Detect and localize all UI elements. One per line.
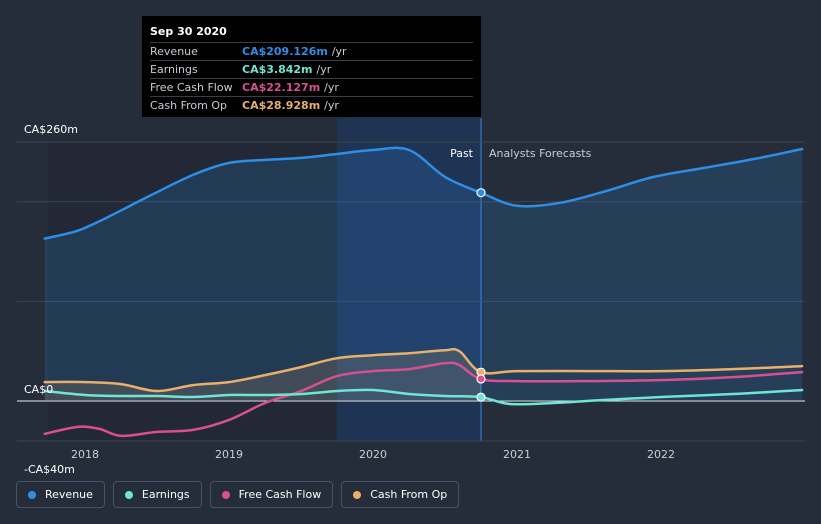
cash-from-op-line	[43, 347, 804, 393]
y-tick-label: CA$0	[24, 383, 53, 396]
x-tick-label: 2018	[71, 448, 99, 461]
legend-item-earnings[interactable]: Earnings	[112, 481, 202, 508]
free-cash-flow-line	[43, 361, 804, 438]
tooltip-unit: /yr	[324, 99, 339, 112]
past-highlight-band	[337, 118, 481, 441]
earnings-line	[43, 388, 804, 406]
past-label: Past	[450, 147, 474, 160]
legend-dot-icon	[221, 490, 230, 499]
forecast-label: Analysts Forecasts	[489, 147, 592, 160]
y-tick-label: CA$260m	[24, 123, 78, 136]
cash-from-op-area	[44, 349, 481, 401]
free-cash-flow-marker	[476, 374, 486, 384]
x-tick-label: 2021	[503, 448, 531, 461]
tooltip-value: CA$3.842m	[242, 63, 313, 76]
tooltip-label: Earnings	[150, 63, 198, 76]
legend-label: Free Cash Flow	[238, 488, 322, 501]
tooltip-row-revenue: Revenue CA$209.126m /yr	[150, 42, 473, 60]
x-tick-label: 2019	[215, 448, 243, 461]
tooltip-unit: /yr	[331, 45, 347, 58]
tooltip-row-earnings: Earnings CA$3.842m /yr	[150, 60, 473, 78]
legend-item-free-cash-flow[interactable]: Free Cash Flow	[209, 481, 334, 508]
tooltip-unit: /yr	[316, 63, 332, 76]
legend-dot-icon	[353, 490, 362, 499]
tooltip-value: CA$28.928m	[242, 99, 321, 112]
y-tick-label: -CA$40m	[24, 463, 75, 476]
revenue-marker	[476, 188, 486, 198]
past-region-band	[48, 141, 337, 441]
legend: Revenue Earnings Free Cash Flow Cash Fro…	[16, 481, 460, 508]
legend-label: Revenue	[45, 488, 93, 501]
legend-dot-icon	[124, 490, 133, 499]
x-tick-label: 2020	[359, 448, 387, 461]
tooltip-date: Sep 30 2020	[150, 25, 227, 38]
tooltip-label: Revenue	[150, 45, 198, 58]
tooltip-row-cash-from-op: Cash From Op CA$28.928m /yr	[150, 96, 473, 114]
x-tick-label: 2022	[647, 448, 675, 461]
legend-dot-icon	[28, 490, 36, 499]
tooltip-value: CA$22.127m	[242, 81, 321, 94]
legend-label: Earnings	[141, 488, 190, 501]
tooltip-unit: /yr	[324, 81, 339, 94]
tooltip-row-free-cash-flow: Free Cash Flow CA$22.127m /yr	[150, 78, 473, 96]
earnings-marker	[476, 392, 486, 402]
legend-item-cash-from-op[interactable]: Cash From Op	[341, 481, 460, 508]
tooltip-label: Free Cash Flow	[150, 81, 233, 94]
tooltip: Sep 30 2020 Revenue CA$209.126m /yr Earn…	[142, 16, 481, 117]
tooltip-value: CA$209.126m	[242, 45, 328, 58]
revenue-line	[43, 146, 804, 240]
tooltip-label: Cash From Op	[150, 99, 228, 112]
revenue-area	[44, 147, 803, 401]
legend-label: Cash From Op	[370, 488, 448, 501]
legend-item-revenue[interactable]: Revenue	[16, 481, 105, 508]
